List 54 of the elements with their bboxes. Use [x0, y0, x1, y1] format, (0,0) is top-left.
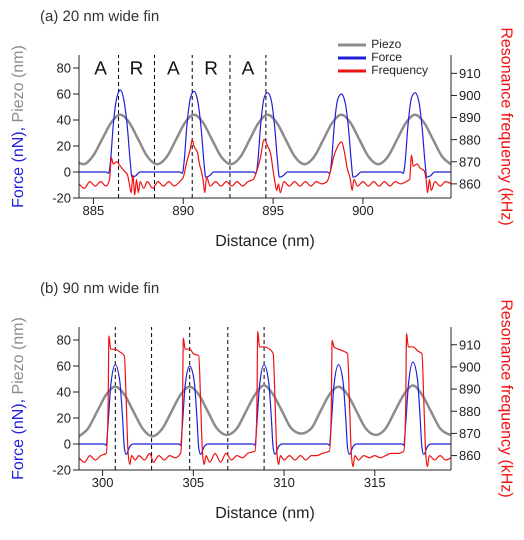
y-tick-label: 0 [64, 436, 71, 452]
x-tick-label: 310 [273, 475, 295, 490]
line-series [79, 330, 451, 468]
y2-axis-title: Resonance frequency (kHz) [498, 299, 514, 498]
y-tick-label: 20 [56, 138, 71, 154]
line-series [79, 139, 451, 196]
y2-tick-label: 880 [459, 132, 481, 148]
line-series [79, 90, 451, 178]
line-series [79, 114, 451, 166]
chart-title: (a) 20 nm wide fin [39, 8, 160, 27]
y-tick-label: -20 [52, 190, 71, 206]
y2-tick-label: 860 [459, 176, 481, 192]
y-tick-label: 60 [56, 86, 71, 102]
y2-tick-label: 910 [459, 66, 481, 81]
y-axis-title: Force (nN), Piezo (nm) [10, 45, 26, 208]
y2-tick-label: 890 [459, 382, 481, 397]
y2-tick-label: 870 [459, 426, 481, 442]
y2-tick-label: 900 [459, 88, 481, 104]
line-series [79, 384, 451, 438]
y-axis-title: Force (nN), Piezo (nm) [10, 317, 26, 480]
y-tick-label: 80 [56, 60, 71, 76]
annotation: A [167, 58, 180, 80]
y-tick-label: 40 [56, 112, 71, 128]
x-tick-label: 890 [172, 203, 194, 218]
y2-tick-label: 860 [459, 448, 481, 464]
line-series [79, 362, 451, 455]
chart-title: (b) 90 nm wide fin [39, 280, 160, 299]
annotation: A [242, 58, 255, 80]
y2-axis-title: Resonance frequency (kHz) [498, 27, 514, 226]
x-tick-label: 900 [352, 203, 374, 218]
annotation: R [204, 58, 218, 80]
annotation: A [94, 58, 108, 80]
annotation: R [130, 58, 144, 80]
x-tick-label: 300 [92, 475, 114, 490]
x-tick-label: 305 [182, 475, 204, 490]
y-tick-label: -20 [52, 462, 71, 478]
y2-tick-label: 870 [459, 154, 481, 170]
y-tick-label: 20 [56, 410, 71, 426]
x-tick-label: 885 [82, 203, 104, 218]
x-axis-title: Distance (nm) [215, 233, 315, 250]
y2-tick-label: 890 [459, 110, 481, 126]
y-tick-label: 80 [56, 332, 71, 348]
x-tick-label: 895 [262, 203, 284, 218]
x-axis-title: Distance (nm) [215, 505, 315, 522]
x-tick-label: 315 [364, 475, 386, 490]
y2-tick-label: 880 [459, 404, 481, 419]
y-tick-label: 0 [64, 164, 71, 180]
legend-label: Piezo [371, 37, 402, 51]
legend-label: Frequency [371, 63, 428, 77]
y2-tick-label: 900 [459, 360, 481, 375]
legend-label: Force [371, 50, 402, 64]
y-tick-label: 40 [56, 384, 71, 400]
y-tick-label: 60 [56, 358, 71, 374]
y2-tick-label: 910 [459, 337, 481, 352]
